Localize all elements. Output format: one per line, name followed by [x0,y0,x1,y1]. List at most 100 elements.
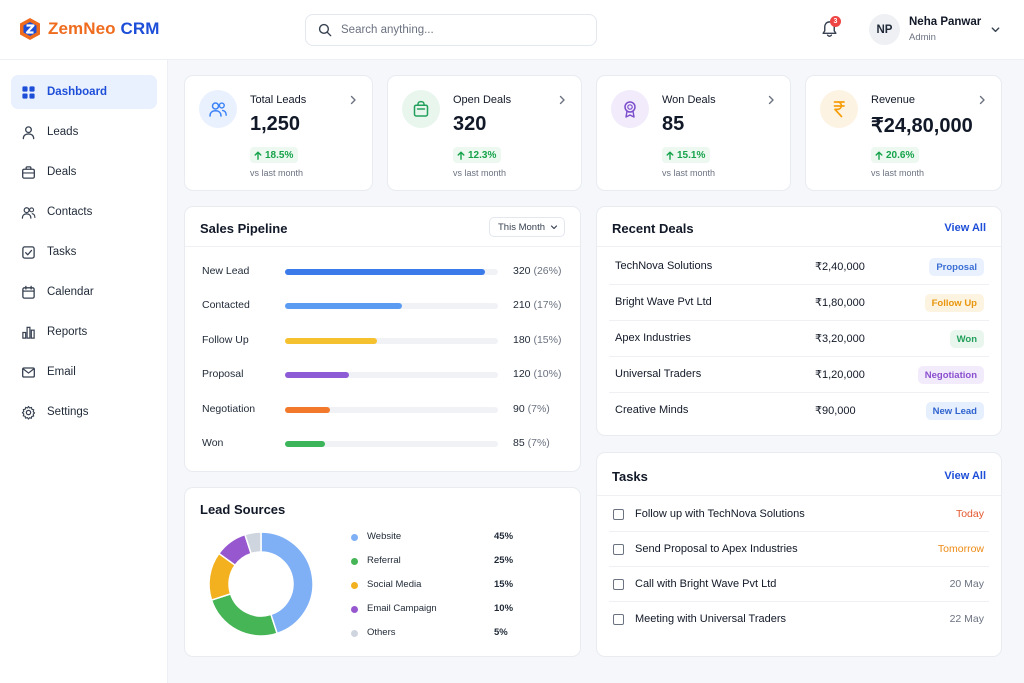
search-input[interactable] [341,24,571,36]
list-item: Meeting with Universal Traders 22 May [597,602,1001,637]
chevron-right-icon[interactable] [557,95,567,105]
lead-sources-card: Lead Sources Website 45% Referral 25% Social… [184,487,581,657]
sidebar-item-label: Tasks [47,246,77,258]
recent-deals-card: Recent Deals View All TechNova Solutions… [596,206,1002,436]
sidebar-item-label: Dashboard [47,86,108,98]
notifications-button[interactable]: 3 [820,16,841,41]
sidebar-item-contacts[interactable]: Contacts [11,195,157,229]
legend-label: Email Campaign [367,603,437,614]
recent-deals-view-all-link[interactable]: View All [944,222,986,234]
avatar[interactable]: NP [869,14,900,45]
pipeline-progress-track [285,441,498,447]
arrow-up-icon [875,151,883,160]
table-row[interactable]: Apex Industries ₹3,20,000 Won [597,321,1001,357]
chevron-right-icon[interactable] [766,95,776,105]
sidebar-item-label: Deals [47,166,77,178]
list-item: Call with Bright Wave Pvt Ltd 20 May [597,567,1001,602]
deal-amount: ₹1,80,000 [815,297,865,309]
sidebar-item-label: Calendar [47,286,94,298]
deal-company: Creative Minds [615,404,689,416]
grid-icon [22,85,35,99]
task-checkbox[interactable] [613,544,624,555]
stat-change-value: 12.3% [468,149,497,161]
briefcase-icon [22,165,35,179]
pipeline-stage-percent: (10%) [533,368,562,381]
pipeline-stage-percent: (26%) [533,265,562,277]
sidebar-item-deals[interactable]: Deals [11,155,157,189]
pipeline-stage-label: Follow Up [202,333,249,346]
zemneo-logo-icon [20,18,40,40]
pipeline-stage-label: Won [202,437,224,449]
pipeline-stage-value: 120 (10%) [513,368,561,380]
table-row[interactable]: TechNova Solutions ₹2,40,000 Proposal [597,249,1001,285]
donut-slice-referral[interactable] [210,592,279,637]
award-icon [624,101,636,118]
chevron-down-icon[interactable] [990,24,1001,35]
stat-value: 85 [662,113,685,135]
stat-card-total-leads[interactable]: Total Leads 1,250 18.5% vs last month [184,75,373,191]
global-search[interactable] [305,14,597,46]
stat-label: Won Deals [662,94,716,106]
users-icon [209,102,227,117]
sidebar-item-email[interactable]: Email [11,355,157,389]
pipeline-stage-label: Negotiation [202,402,256,415]
stat-change-value: 18.5% [265,149,294,161]
task-checkbox[interactable] [613,579,624,590]
stat-comparison: vs last month [662,168,716,178]
sidebar-item-tasks[interactable]: Tasks [11,235,157,269]
bar-chart-icon [22,326,35,339]
arrow-up-icon [457,151,465,160]
sidebar-item-reports[interactable]: Reports [11,315,157,349]
stat-card-revenue[interactable]: Revenue ₹24,80,000 20.6% vs last month [805,75,1002,191]
pipeline-stage-value: 180 (15%) [513,334,561,346]
sidebar-item-leads[interactable]: Leads [11,115,157,149]
sidebar-item-settings[interactable]: Settings [11,395,157,429]
card-title: Sales Pipeline [200,221,288,236]
gear-icon [21,405,36,420]
legend-color-dot [351,606,358,613]
pipeline-stage-count: 85 [513,437,525,449]
task-title: Follow up with TechNova Solutions [635,508,805,520]
list-item: Send Proposal to Apex Industries Tomorrow [597,532,1001,567]
tasks-card: Tasks View All Follow up with TechNova S… [596,452,1002,657]
legend-label: Social Media [367,579,422,590]
table-row[interactable]: Creative Minds ₹90,000 New Lead [597,393,1001,429]
donut-slice-others[interactable] [243,531,262,555]
pipeline-stage-percent: (7%) [527,437,550,449]
user-name[interactable]: Neha Panwar [909,16,982,28]
pipeline-stage-percent: (15%) [533,333,562,346]
sidebar-item-label: Email [47,366,76,378]
stat-card-won-deals[interactable]: Won Deals 85 15.1% vs last month [596,75,791,191]
stat-card-open-deals[interactable]: Open Deals 320 12.3% vs last month [387,75,582,191]
donut-slice-website[interactable] [260,531,314,635]
tasks-view-all-link[interactable]: View All [944,470,986,482]
row-divider [609,392,989,393]
stat-value: 1,250 [250,113,301,135]
sidebar-item-calendar[interactable]: Calendar [11,275,157,309]
pipeline-stage-row: Follow Up 180 (15%) [202,333,564,349]
status-badge: Follow Up [924,294,984,312]
row-divider [609,356,989,357]
stat-change-badge: 15.1% [662,147,711,163]
legend-item: Referral 25% [351,555,521,569]
table-row[interactable]: Bright Wave Pvt Ltd ₹1,80,000 Follow Up [597,285,1001,321]
pipeline-progress-track [285,269,498,275]
row-divider [609,601,989,602]
app-logo[interactable]: ZemNeo CRM [18,17,160,41]
pipeline-stage-value: 320 (26%) [513,265,561,277]
period-select[interactable]: This Month [489,217,565,237]
task-due-date: Today [955,508,984,520]
chevron-right-icon[interactable] [348,95,358,105]
chevron-right-icon[interactable] [977,95,987,105]
stat-icon-badge [402,90,440,128]
deal-amount: ₹2,40,000 [815,261,865,273]
task-checkbox[interactable] [613,614,624,625]
sidebar-item-dashboard[interactable]: Dashboard [11,75,157,109]
deal-company: TechNova Solutions [615,260,713,272]
pipeline-stage-row: Negotiation 90 (7%) [202,402,564,418]
card-divider [185,246,580,247]
stat-change-value: 20.6% [886,149,915,161]
task-checkbox[interactable] [613,509,624,520]
table-row[interactable]: Universal Traders ₹1,20,000 Negotiation [597,357,1001,393]
deal-company: Universal Traders [615,368,702,380]
